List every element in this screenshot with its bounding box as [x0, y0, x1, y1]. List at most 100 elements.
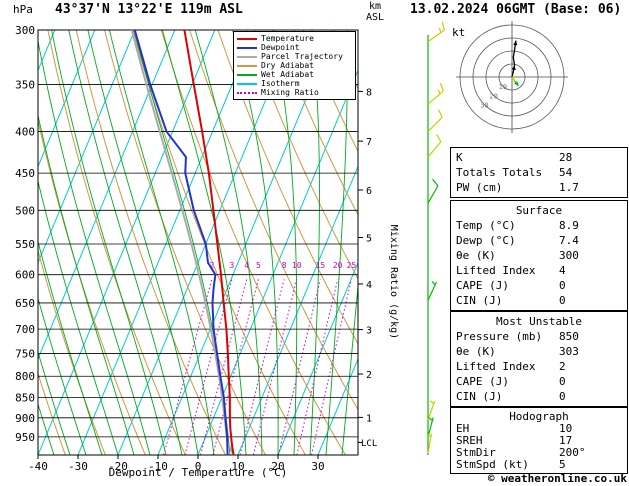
pressure-unit-label: hPa: [13, 3, 33, 16]
mixing-ratio-labels: 2 3 4 5 8 10 15 20 25: [209, 261, 356, 270]
stat-value: 4: [559, 264, 566, 277]
altitude-unit-km: km: [369, 1, 382, 12]
svg-text:30: 30: [480, 102, 488, 110]
svg-text:3: 3: [366, 326, 372, 337]
run-datetime-title: 13.02.2024 06GMT (Base: 06): [410, 2, 622, 17]
svg-text:-10: -10: [148, 460, 168, 473]
stat-row: EH 10: [451, 423, 627, 435]
stat-row: θe (K) 303: [451, 344, 627, 359]
legend-item-isotherm: Isotherm: [237, 79, 352, 88]
mixing-ratio-line-sample: [237, 91, 257, 94]
stat-value: 5: [559, 458, 566, 471]
svg-text:2: 2: [209, 261, 214, 270]
stat-row: CIN (J) 0: [451, 293, 627, 308]
svg-text:850: 850: [15, 392, 35, 405]
stat-row: StmSpd (kt) 5: [451, 459, 627, 471]
stat-row: θe (K) 300: [451, 248, 627, 263]
stat-label: θe (K): [456, 345, 496, 358]
svg-text:5: 5: [366, 233, 372, 244]
svg-text:1: 1: [366, 413, 372, 424]
stat-row: CAPE (J) 0: [451, 278, 627, 293]
svg-text:900: 900: [15, 412, 35, 425]
stat-row: SREH 17: [451, 435, 627, 447]
stat-value: 54: [559, 166, 573, 179]
svg-text:20: 20: [333, 261, 343, 270]
temperature-curve: [183, 30, 235, 455]
stat-value: 0: [559, 375, 566, 388]
station-title: 43°37'N 13°22'E 119m ASL: [55, 2, 243, 17]
legend-item-dry-adiabat: Dry Adiabat: [237, 61, 352, 70]
stat-row: PW (cm) 1.7: [451, 180, 627, 195]
stat-value: 17: [559, 434, 573, 447]
stat-value: 10: [559, 422, 573, 435]
svg-text:650: 650: [15, 297, 35, 310]
svg-text:30: 30: [311, 460, 324, 473]
stat-row: CIN (J) 0: [451, 389, 627, 404]
svg-text:4: 4: [244, 261, 249, 270]
stat-value: 0: [559, 279, 566, 292]
altitude-ticks: 1 2 3 4 5 6 7 8: [358, 87, 372, 443]
stat-value: 850: [559, 330, 579, 343]
svg-text:-20: -20: [108, 460, 128, 473]
stat-label: StmSpd (kt): [456, 458, 529, 471]
stat-label: Dewp (°C): [456, 234, 516, 247]
stat-label: Totals Totals: [456, 166, 543, 179]
stat-row: StmDir 200°: [451, 447, 627, 459]
hodograph-trace: [511, 40, 517, 78]
surface-panel: Surface Temp (°C) 8.9 Dewp (°C) 7.4 θe (K)…: [450, 200, 628, 311]
stat-row: Dewp (°C) 7.4: [451, 233, 627, 248]
wet-adiabat-line-sample: [237, 73, 257, 76]
svg-text:10: 10: [499, 83, 507, 91]
svg-text:7: 7: [366, 137, 372, 148]
stat-value: 8.9: [559, 219, 579, 232]
stat-label: EH: [456, 422, 470, 435]
svg-text:700: 700: [15, 323, 35, 336]
legend-item-mixing-ratio: Mixing Ratio: [237, 88, 352, 97]
svg-text:800: 800: [15, 370, 35, 383]
stat-label: Lifted Index: [456, 360, 536, 373]
svg-text:2: 2: [366, 370, 372, 381]
dry-adiabat-line-sample: [237, 64, 257, 67]
stat-label: θe (K): [456, 249, 496, 262]
altitude-unit-asl: ASL: [366, 12, 385, 23]
stat-label: SREH: [456, 434, 483, 447]
stat-label: CAPE (J): [456, 279, 509, 292]
svg-text:20: 20: [489, 92, 497, 100]
svg-text:300: 300: [15, 24, 35, 37]
temperature-tick-labels: -40 -30 -20 -10 0 10 20 30: [28, 455, 325, 473]
temperature-line-sample: [237, 37, 257, 40]
indices-panel: K 28 Totals Totals 54 PW (cm) 1.7: [450, 147, 628, 198]
copyright: © weatheronline.co.uk: [487, 472, 627, 485]
legend-item-wet-adiabat: Wet Adiabat: [237, 70, 352, 79]
legend-item-parcel: Parcel Trajectory: [237, 52, 352, 61]
most-unstable-panel-title: Most Unstable: [495, 315, 583, 328]
legend-box: Temperature Dewpoint Parcel Trajectory D…: [233, 31, 356, 100]
temperature-axis-title: Dewpoint / Temperature (°C): [108, 466, 288, 479]
most-unstable-panel: Most Unstable Pressure (mb) 850 θe (K) 303…: [450, 311, 628, 407]
stat-label: CIN (J): [456, 390, 503, 403]
surface-panel-title: Surface: [515, 204, 563, 217]
stat-value: 300: [559, 249, 579, 262]
svg-text:15: 15: [316, 261, 326, 270]
hodograph-panel: Hodograph EH 10 SREH 17 StmDir 200° StmSpd …: [450, 407, 628, 474]
svg-text:550: 550: [15, 238, 35, 251]
svg-text:8: 8: [366, 87, 372, 98]
pressure-tick-labels: 300 350 400 450 500 550 600 650 700 750 800 850 900 9…: [15, 24, 35, 444]
stat-value: 1.7: [559, 181, 579, 194]
svg-text:400: 400: [15, 126, 35, 139]
stat-label: Temp (°C): [456, 219, 516, 232]
svg-text:350: 350: [15, 78, 35, 91]
stat-label: CIN (J): [456, 294, 503, 307]
svg-text:5: 5: [256, 261, 261, 270]
stat-row: K 28: [451, 150, 627, 165]
stat-label: PW (cm): [456, 181, 503, 194]
stat-label: StmDir: [456, 446, 496, 459]
svg-text:0: 0: [195, 460, 202, 473]
stat-value: 2: [559, 360, 566, 373]
isotherm-line-sample: [237, 82, 257, 85]
stat-row: Totals Totals 54: [451, 165, 627, 180]
stat-value: 200°: [559, 446, 586, 459]
